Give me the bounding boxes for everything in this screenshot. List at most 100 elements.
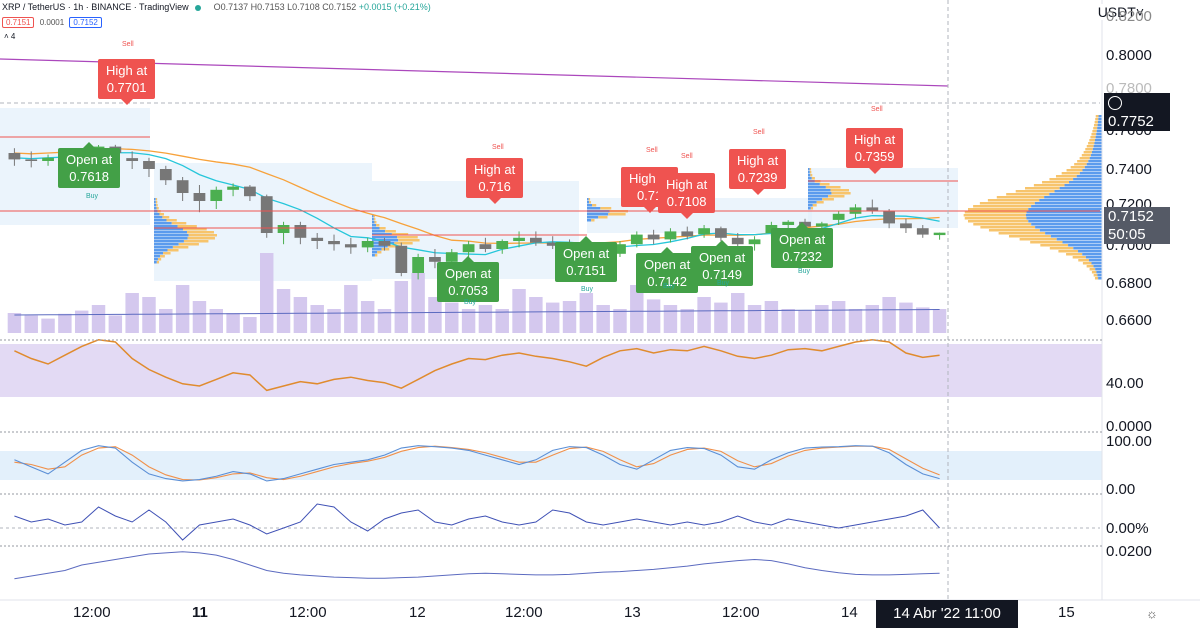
- session-profile-bar: [1056, 238, 1102, 241]
- profile-bar: [373, 215, 376, 218]
- profile-bar: [373, 218, 376, 221]
- profile-bar: [154, 240, 184, 243]
- session-profile-bar: [1026, 211, 1102, 214]
- session-profile-bar: [1090, 136, 1096, 139]
- candle-body: [900, 223, 912, 229]
- candle-body: [698, 228, 710, 235]
- volume-bar: [327, 309, 341, 333]
- profile-bar: [163, 252, 171, 255]
- profile-bar: [809, 171, 812, 174]
- profile-bar: [171, 222, 187, 225]
- settings-gear-icon[interactable]: ☼: [1146, 606, 1158, 621]
- volume-bar: [74, 310, 89, 333]
- candle-body: [916, 228, 929, 235]
- profile-bar: [808, 192, 832, 195]
- volume-bar: [192, 301, 207, 333]
- candle-body: [210, 189, 223, 201]
- profile-bar: [154, 234, 189, 237]
- profile-bar: [819, 183, 830, 186]
- spread: 0.0001: [39, 18, 65, 27]
- profile-bar: [808, 201, 817, 204]
- profile-bar: [154, 213, 160, 216]
- profile-bar: [812, 204, 817, 207]
- session-profile-bar: [964, 211, 1027, 214]
- ohlc-values: O0.7137 H0.7153 L0.7108 C0.7152: [213, 2, 357, 12]
- session-profile-bar: [973, 205, 1032, 208]
- ask-price[interactable]: 0.7152: [69, 17, 102, 28]
- time-label: 12:00: [722, 604, 760, 621]
- session-profile-bar: [1078, 259, 1089, 262]
- session-profile-bar: [1092, 130, 1097, 133]
- candle-body: [361, 241, 374, 248]
- bid-price[interactable]: 0.7151: [2, 17, 35, 28]
- profile-bar: [831, 192, 851, 195]
- price-change: +0.0015 (+0.21%): [358, 2, 431, 12]
- symbol-title[interactable]: XRP / TetherUS · 1h · BINANCE · TradingV…: [2, 2, 189, 12]
- profile-bar: [154, 246, 173, 249]
- open-tag: Open at 0.7232: [771, 222, 834, 268]
- last-price-label: 0.7152: [1104, 207, 1170, 226]
- crosshair-price: 0.7752: [1104, 93, 1170, 131]
- session-profile-bar: [1040, 244, 1069, 247]
- candle-body: [227, 186, 239, 190]
- profile-bar: [398, 239, 420, 242]
- volume-bar: [697, 297, 711, 333]
- sell-signal: Sell: [122, 41, 134, 48]
- time-label: 11: [192, 604, 208, 621]
- session-profile-bar: [996, 196, 1045, 199]
- buy-signal: Buy: [86, 193, 99, 200]
- stoch-axis-label: 100.00: [1106, 433, 1152, 450]
- currency-label[interactable]: USDT˅: [1095, 4, 1146, 20]
- session-profile-bar: [1096, 133, 1102, 136]
- time-label: 14: [841, 604, 858, 621]
- session-profile-bar: [1084, 166, 1102, 169]
- profile-bar: [808, 171, 810, 174]
- stoch-pane: [0, 445, 1102, 482]
- indicator-toggle[interactable]: ˄ 4: [4, 32, 16, 41]
- profile-bar: [188, 234, 217, 237]
- candle-body: [496, 241, 509, 249]
- candle-body: [681, 231, 694, 237]
- time-label: 12:00: [505, 604, 543, 621]
- session-profile-bar: [1058, 250, 1079, 253]
- candle-body: [614, 244, 626, 254]
- session-profile-bar: [1079, 157, 1090, 160]
- session-profile-bar: [1092, 148, 1102, 151]
- candle-body: [260, 196, 273, 233]
- profile-bar: [808, 183, 820, 186]
- sell-signal: Sell: [871, 106, 883, 113]
- session-profile-bar: [1086, 163, 1102, 166]
- volume-bar: [512, 289, 526, 333]
- profile-bar: [178, 243, 199, 246]
- candle-body: [647, 234, 660, 240]
- profile-bar: [154, 198, 156, 201]
- profile-bar: [587, 204, 593, 207]
- price-lines: [0, 136, 1100, 236]
- profile-bar: [162, 216, 170, 219]
- session-profile-bar: [1082, 253, 1102, 256]
- session-profile-bar: [1095, 268, 1102, 271]
- session-profile-bar: [1045, 232, 1102, 235]
- session-profile-bar: [1098, 118, 1102, 121]
- rsi-band: [0, 344, 1102, 397]
- profile-bar: [587, 219, 592, 222]
- volume-bars: [7, 253, 947, 333]
- profile-bar: [154, 249, 168, 252]
- profile-bar: [587, 216, 599, 219]
- session-profile-bar: [1085, 256, 1102, 259]
- profile-bar: [808, 207, 811, 210]
- volume-bar: [916, 307, 930, 333]
- session-profile-bar: [1093, 274, 1098, 277]
- profile-bar: [825, 186, 841, 189]
- time-label: 13: [624, 604, 641, 621]
- market-open-icon: [195, 4, 202, 11]
- target-icon[interactable]: [1108, 96, 1122, 111]
- profile-bar: [187, 237, 215, 240]
- price-label: 0.6600: [1106, 312, 1152, 329]
- session-profile-bar: [964, 217, 1027, 220]
- candle-body: [445, 252, 458, 262]
- low-axis-label: 0.0200: [1106, 543, 1152, 560]
- currency-dropdown-icon: ˅: [1135, 4, 1144, 20]
- session-profile-bar: [1070, 166, 1085, 169]
